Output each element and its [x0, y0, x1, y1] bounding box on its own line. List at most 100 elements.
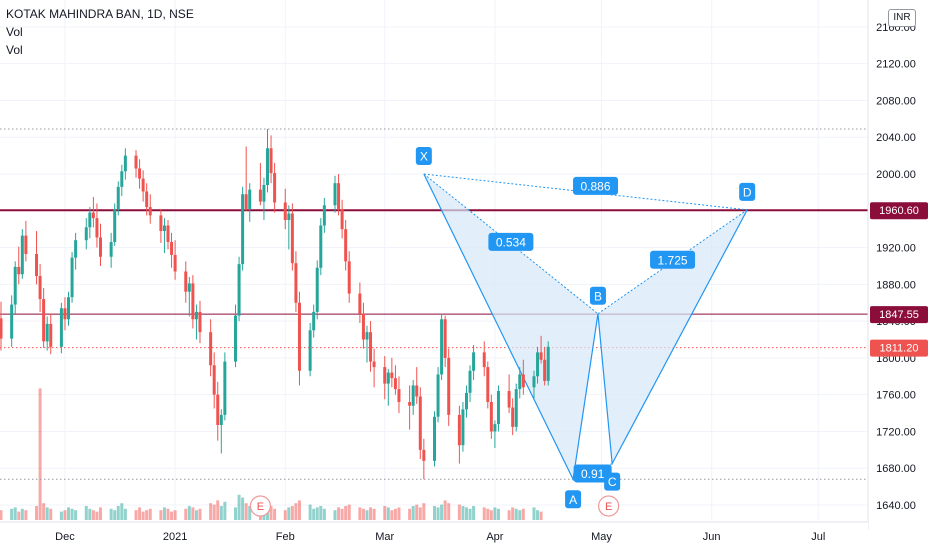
- candle-body[interactable]: [194, 311, 198, 320]
- candle-body[interactable]: [290, 213, 294, 264]
- candle-body[interactable]: [397, 389, 401, 403]
- candle-body[interactable]: [315, 267, 319, 312]
- candle-body[interactable]: [20, 235, 24, 275]
- candle-body[interactable]: [489, 402, 493, 432]
- candle-body[interactable]: [88, 212, 92, 228]
- candle-body[interactable]: [546, 346, 550, 381]
- candle-body[interactable]: [91, 212, 95, 219]
- candle-body[interactable]: [496, 390, 500, 425]
- candle-body[interactable]: [63, 308, 67, 320]
- candle-body[interactable]: [67, 297, 71, 320]
- volume-indicator-label[interactable]: Vol: [6, 25, 23, 39]
- candle-body[interactable]: [212, 365, 216, 395]
- candle-body[interactable]: [408, 402, 412, 406]
- candle-body[interactable]: [98, 237, 102, 257]
- candle-body[interactable]: [191, 283, 195, 320]
- candle-body[interactable]: [120, 171, 124, 187]
- pattern-ratio-box[interactable]: [488, 232, 534, 251]
- candle-body[interactable]: [170, 242, 174, 255]
- candle-body[interactable]: [433, 416, 436, 461]
- candle-body[interactable]: [273, 173, 277, 203]
- candle-body[interactable]: [514, 389, 518, 427]
- candle-body[interactable]: [45, 323, 49, 342]
- candle-body[interactable]: [333, 183, 337, 206]
- candle-body[interactable]: [70, 257, 74, 298]
- candle-body[interactable]: [38, 276, 42, 300]
- candle-body[interactable]: [173, 254, 177, 272]
- candle-body[interactable]: [418, 396, 422, 450]
- candle-body[interactable]: [507, 390, 511, 408]
- candle-body[interactable]: [443, 319, 447, 358]
- candle-body[interactable]: [457, 414, 461, 446]
- candle-body[interactable]: [42, 299, 46, 342]
- candle-body[interactable]: [468, 370, 472, 393]
- candle-body[interactable]: [361, 313, 365, 340]
- candle-body[interactable]: [95, 218, 99, 238]
- candle-body[interactable]: [10, 304, 14, 339]
- candle-body[interactable]: [312, 311, 316, 331]
- candle-body[interactable]: [262, 185, 266, 202]
- candle-body[interactable]: [84, 227, 88, 241]
- candle-body[interactable]: [493, 424, 497, 432]
- candle-body[interactable]: [123, 155, 127, 172]
- pattern-point-box[interactable]: [415, 147, 432, 166]
- candle-body[interactable]: [265, 148, 269, 186]
- candle-body[interactable]: [145, 191, 149, 208]
- candle-body[interactable]: [536, 352, 540, 377]
- candle-body[interactable]: [372, 361, 376, 368]
- pattern-point-box[interactable]: [604, 472, 621, 491]
- candle-body[interactable]: [216, 394, 220, 426]
- candle-body[interactable]: [49, 323, 53, 347]
- candle-body[interactable]: [223, 361, 227, 415]
- pattern-ratio-box[interactable]: [573, 464, 612, 483]
- candle-body[interactable]: [390, 372, 394, 379]
- candle-body[interactable]: [472, 352, 476, 371]
- candle-body[interactable]: [138, 168, 142, 179]
- candle-body[interactable]: [209, 332, 213, 366]
- candle-body[interactable]: [294, 263, 298, 303]
- candle-body[interactable]: [521, 374, 525, 388]
- candle-body[interactable]: [24, 235, 28, 254]
- candle-body[interactable]: [116, 186, 120, 209]
- candle-body[interactable]: [518, 374, 522, 390]
- candle-body[interactable]: [141, 178, 145, 192]
- candle-body[interactable]: [248, 189, 252, 209]
- candle-body[interactable]: [347, 261, 351, 294]
- candle-body[interactable]: [486, 367, 490, 403]
- candle-body[interactable]: [198, 311, 202, 333]
- candle-body[interactable]: [74, 240, 78, 258]
- candle-body[interactable]: [322, 205, 326, 226]
- candle-body[interactable]: [543, 359, 547, 381]
- candle-body[interactable]: [386, 372, 390, 384]
- candle-body[interactable]: [482, 352, 486, 368]
- candle-body[interactable]: [415, 385, 419, 397]
- candle-body[interactable]: [436, 374, 440, 417]
- pattern-point-box[interactable]: [565, 490, 582, 509]
- pattern-point-box[interactable]: [589, 286, 606, 305]
- earnings-marker-icon[interactable]: [598, 495, 620, 517]
- candle-body[interactable]: [159, 215, 163, 232]
- candle-body[interactable]: [258, 189, 262, 202]
- candle-body[interactable]: [241, 194, 245, 265]
- price-level-tag[interactable]: [870, 202, 928, 220]
- candle-body[interactable]: [340, 208, 344, 230]
- candle-body[interactable]: [393, 378, 397, 390]
- candle-body[interactable]: [59, 308, 63, 347]
- candle-body[interactable]: [358, 293, 362, 314]
- candle-body[interactable]: [269, 148, 273, 174]
- candle-body[interactable]: [148, 207, 152, 216]
- earnings-marker-icon[interactable]: [249, 495, 271, 517]
- candle-body[interactable]: [219, 414, 223, 426]
- candle-body[interactable]: [539, 352, 543, 360]
- candle-body[interactable]: [283, 202, 287, 220]
- volume-indicator-label[interactable]: Vol: [6, 43, 23, 57]
- candle-body[interactable]: [422, 449, 426, 461]
- candle-body[interactable]: [440, 319, 444, 375]
- candle-body[interactable]: [13, 266, 17, 305]
- candle-body[interactable]: [447, 357, 451, 415]
- pattern-ratio-box[interactable]: [650, 250, 696, 269]
- time-axis[interactable]: [0, 522, 868, 550]
- pattern-point-box[interactable]: [739, 182, 756, 201]
- candle-body[interactable]: [319, 225, 323, 268]
